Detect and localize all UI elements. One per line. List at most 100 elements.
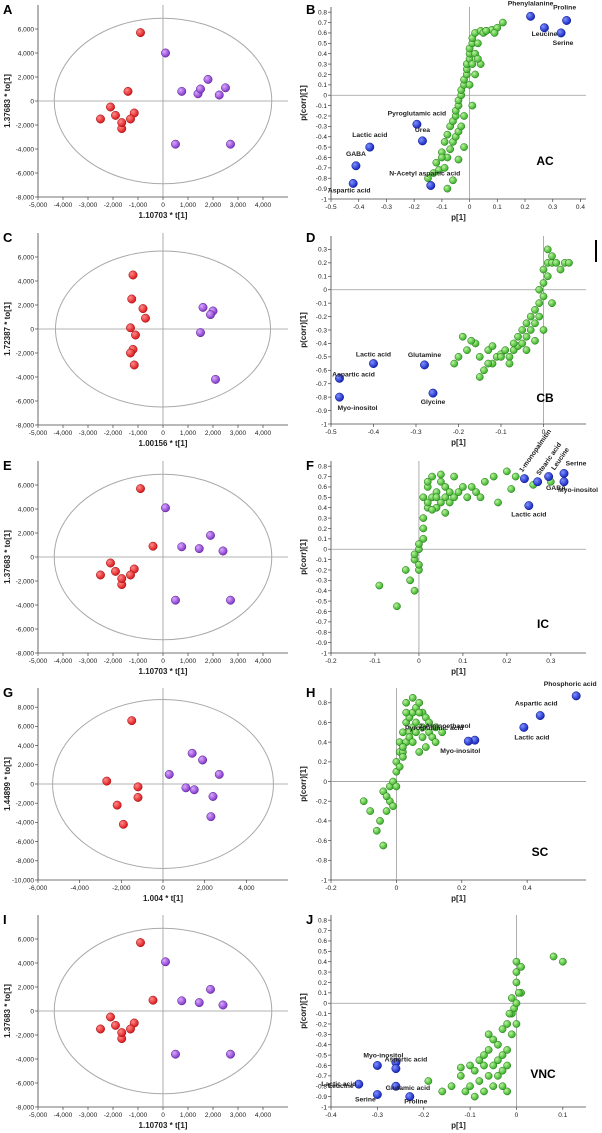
x-axis-title: p[1]: [451, 213, 466, 222]
y-tick-label: -2,000: [16, 122, 35, 129]
point-metabolites: [518, 326, 527, 334]
point-metabolites: [463, 493, 472, 502]
x-tick-label: 2,000: [205, 1112, 222, 1119]
x-tick-label: -2,000: [104, 658, 123, 665]
point-group1: [127, 716, 137, 726]
point-metabolites: [466, 1082, 474, 1091]
y-tick-label: -0.2: [316, 113, 328, 120]
point-group2: [177, 996, 187, 1006]
point-metabolites: [415, 560, 423, 569]
point-metabolites: [549, 952, 558, 961]
y-tick-label: 0: [30, 98, 34, 105]
x-tick-label: 4,000: [255, 1112, 272, 1119]
y-tick-label: 0: [30, 326, 34, 333]
y-tick-label: 0.5: [318, 41, 327, 48]
point-metabolites: [476, 493, 485, 502]
point-metabolites: [472, 488, 480, 496]
point-metabolites: [454, 353, 463, 361]
y-tick-label: -0.3: [316, 1032, 328, 1039]
y-tick-label: -0.2: [316, 314, 328, 321]
y-tick-label: 0.7: [318, 474, 327, 481]
y-tick-label: -0.8: [316, 1084, 328, 1091]
y-tick-label: 0.1: [318, 82, 327, 89]
point-metabolites: [424, 174, 432, 183]
point-metabolites: [428, 472, 436, 481]
annotation-label: Aspartic acid: [328, 187, 371, 194]
y-tick-label: -1: [321, 196, 327, 203]
point-group1: [117, 1028, 127, 1038]
x-tick-label: 0.1: [493, 204, 502, 211]
point-group2: [194, 544, 204, 554]
point-group1: [148, 995, 158, 1005]
point-metabolites: [441, 493, 450, 502]
confidence-ellipse: [53, 17, 273, 185]
point-metabolites: [440, 164, 449, 172]
point-metabolites: [503, 1087, 512, 1096]
point-metabolites: [441, 509, 450, 517]
y-tick-label: 0: [30, 554, 34, 561]
annotation-label: Myo-inositol: [363, 1052, 403, 1059]
point-metabolites: [475, 373, 484, 381]
point-metabolites: [466, 1061, 474, 1070]
y-tick-label: 0.7: [318, 20, 327, 27]
annotation-label: Lactic acid: [356, 352, 391, 359]
annotation-label: Phosphoric acid: [544, 681, 597, 688]
annotation-label: Aspartic acid: [385, 1056, 428, 1063]
y-axis-title: 1.44899 * to[1]: [3, 757, 12, 811]
x-tick-label: -0.3: [381, 204, 393, 211]
y-tick-label: 0.2: [318, 260, 327, 267]
x-tick-label: -0.2: [453, 429, 465, 436]
point-metabolites: [514, 332, 522, 341]
point-metabolites: [438, 153, 446, 162]
y-tick-label: 0.6: [318, 720, 327, 727]
x-tick-label: -5,000: [29, 1112, 48, 1119]
annotation-label: GABA: [346, 151, 366, 158]
y-tick-label: -0.7: [316, 381, 328, 388]
y-tick-label: 0: [323, 93, 327, 100]
point-metabolites: [438, 728, 447, 737]
point-metabolites: [522, 319, 531, 328]
x-axis-title: 1.10703 * t[1]: [139, 1121, 188, 1130]
point-metabolites: [512, 978, 521, 987]
point-metabolites: [511, 472, 520, 481]
panel-e: E -5,000 -4,000 -3,000 -2,000 -1,000 0 1,000 2,0…: [3, 458, 288, 676]
point-group2: [211, 374, 220, 384]
y-tick-label: 0.8: [318, 9, 327, 16]
point-metabolites: [539, 292, 548, 301]
x-tick-label: 0: [468, 204, 472, 211]
point-metabolites: [512, 1020, 521, 1028]
point-metabolites: [497, 353, 505, 361]
annotation-label: Lactic acid: [514, 734, 549, 741]
y-tick-label: 0.2: [318, 526, 327, 533]
x-tick-label: 0.4: [576, 204, 585, 211]
point-group1: [117, 574, 127, 584]
y-tick-label: -2,000: [16, 578, 35, 585]
point-group2: [208, 792, 218, 801]
y-tick-label: 2,000: [18, 530, 35, 537]
point-metabolites: [471, 70, 479, 79]
point-metabolites: [505, 1009, 514, 1018]
y-tick-label: -2,000: [16, 350, 35, 357]
point-annotated: [351, 161, 361, 171]
point-group2: [218, 546, 228, 556]
point-metabolites: [498, 1066, 507, 1075]
point-metabolites: [366, 807, 375, 815]
point-metabolites: [470, 1066, 479, 1075]
point-metabolites: [558, 957, 567, 966]
y-tick-label: 0.7: [318, 928, 327, 935]
point-annotated: [533, 477, 543, 487]
point-metabolites: [419, 534, 428, 543]
y-tick-label: 0.3: [318, 247, 327, 254]
annotation-label: Lactic acid: [321, 1081, 356, 1088]
x-tick-label: 3,000: [230, 202, 247, 209]
y-tick-label: -0.6: [316, 1063, 328, 1070]
point-group2: [214, 90, 224, 100]
point-metabolites: [443, 184, 452, 193]
point-metabolites: [507, 1030, 516, 1039]
y-tick-label: -0.4: [316, 1042, 328, 1049]
point-group2-b: [206, 812, 216, 822]
point-metabolites: [419, 514, 428, 522]
point-group1: [126, 323, 135, 333]
point-group1: [133, 782, 143, 792]
point-metabolites: [402, 708, 411, 717]
